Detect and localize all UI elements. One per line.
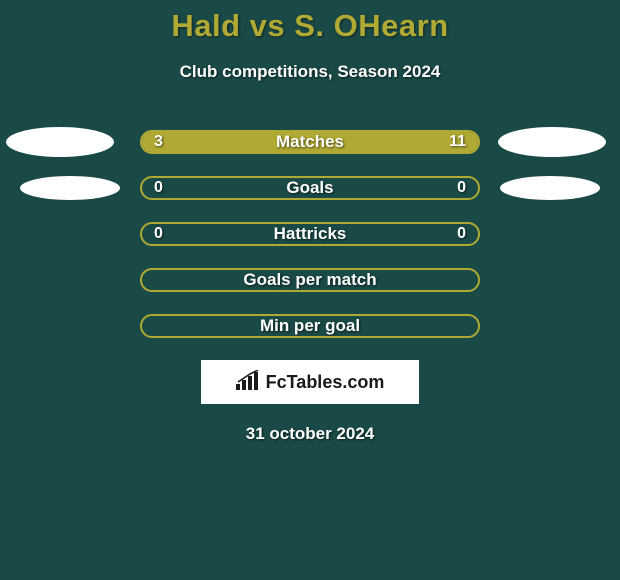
stat-rows: 311Matches 00Goals 00Hattricks Goals per ma… bbox=[0, 130, 620, 338]
stat-bar: 311Matches bbox=[140, 130, 480, 154]
footer-date: 31 october 2024 bbox=[0, 424, 620, 444]
player-left-marker bbox=[6, 127, 114, 157]
logo: FcTables.com bbox=[236, 370, 385, 395]
stat-row: Min per goal bbox=[0, 314, 620, 338]
logo-box: FcTables.com bbox=[201, 360, 419, 404]
stat-row: 311Matches bbox=[0, 130, 620, 154]
comparison-infographic: Hald vs S. OHearn Club competitions, Sea… bbox=[0, 0, 620, 580]
stat-row: 00Goals bbox=[0, 176, 620, 200]
stat-label: Goals bbox=[142, 178, 478, 198]
page-subtitle: Club competitions, Season 2024 bbox=[0, 62, 620, 82]
player-right-marker bbox=[498, 127, 606, 157]
player-left-marker bbox=[20, 176, 120, 200]
stat-label: Min per goal bbox=[142, 316, 478, 336]
stat-bar: Min per goal bbox=[140, 314, 480, 338]
stat-bar: 00Hattricks bbox=[140, 222, 480, 246]
stat-label: Matches bbox=[142, 132, 478, 152]
logo-text: FcTables.com bbox=[266, 372, 385, 393]
stat-row: 00Hattricks bbox=[0, 222, 620, 246]
stat-label: Goals per match bbox=[142, 270, 478, 290]
stat-label: Hattricks bbox=[142, 224, 478, 244]
stat-bar: 00Goals bbox=[140, 176, 480, 200]
page-title: Hald vs S. OHearn bbox=[0, 8, 620, 44]
stat-row: Goals per match bbox=[0, 268, 620, 292]
stat-bar: Goals per match bbox=[140, 268, 480, 292]
player-right-marker bbox=[500, 176, 600, 200]
bar-chart-icon bbox=[236, 370, 262, 395]
